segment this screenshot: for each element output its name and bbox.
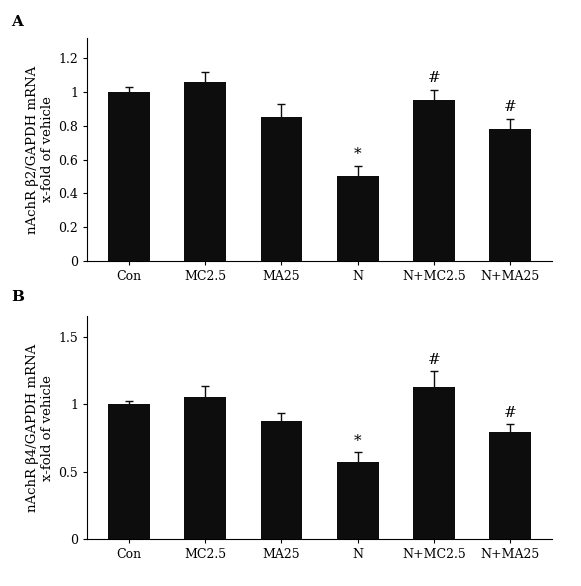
Bar xyxy=(184,397,226,539)
Bar xyxy=(336,176,379,261)
Text: B: B xyxy=(12,290,24,304)
Text: *: * xyxy=(354,434,361,448)
Bar xyxy=(260,117,303,261)
Text: #: # xyxy=(504,406,517,420)
Y-axis label: nAchR β4/GAPDH mRNA
x-fold of vehicle: nAchR β4/GAPDH mRNA x-fold of vehicle xyxy=(26,343,54,512)
Text: #: # xyxy=(428,353,440,367)
Bar xyxy=(489,129,531,261)
Bar xyxy=(108,92,150,261)
Text: A: A xyxy=(12,15,23,29)
Bar xyxy=(489,432,531,539)
Bar xyxy=(413,100,455,261)
Bar xyxy=(184,82,226,261)
Text: #: # xyxy=(428,71,440,86)
Text: #: # xyxy=(504,100,517,114)
Bar xyxy=(413,387,455,539)
Text: *: * xyxy=(354,147,361,161)
Bar xyxy=(336,462,379,539)
Bar xyxy=(260,421,303,539)
Y-axis label: nAchR β2/GAPDH mRNA
x-fold of vehicle: nAchR β2/GAPDH mRNA x-fold of vehicle xyxy=(26,65,54,234)
Bar xyxy=(108,404,150,539)
